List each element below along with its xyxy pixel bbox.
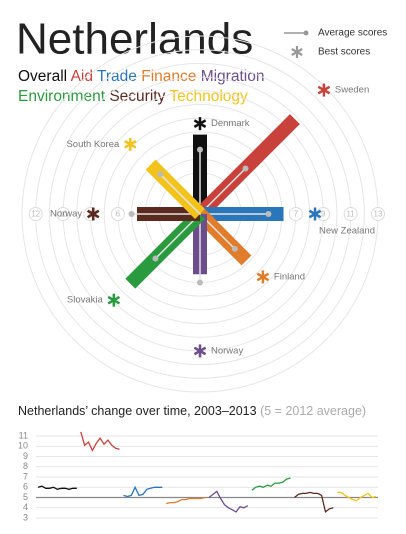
ring-label-badge [288, 207, 303, 221]
ring-label-badge [371, 207, 385, 221]
ring-label-badge [28, 207, 43, 221]
asterisk-stroke [124, 139, 137, 149]
ring-label-badge [110, 207, 125, 221]
chart-title: Netherlands [16, 15, 253, 64]
best-asterisk [317, 83, 331, 97]
legend-label: Best scores [318, 47, 370, 58]
y-tick-label: 6 [23, 482, 28, 492]
legend-label: Average scores [318, 28, 387, 39]
best-asterisk [308, 207, 322, 221]
legend-dot [303, 30, 309, 36]
series-line [294, 491, 334, 514]
ring-label: 7 [294, 210, 299, 219]
ring-label: 10 [59, 210, 68, 219]
category-legend: Overall Aid Trade Finance Migration [18, 68, 264, 85]
category-name: Overall [18, 68, 67, 85]
series-line [251, 477, 291, 491]
ring-label: 6 [116, 210, 121, 219]
category-name: Finance [141, 68, 196, 85]
line-chart-title: Netherlands’ change over time, 2003–2013… [18, 404, 366, 418]
average-line [159, 173, 201, 215]
best-country: Norway [50, 209, 82, 220]
ring-label: 12 [31, 210, 40, 219]
ring-label: 9 [321, 210, 326, 219]
subtitle-text: (5 = 2012 average) [260, 404, 366, 418]
best-asterisk [124, 137, 137, 151]
best-country: Slovakia [67, 295, 104, 306]
y-tick-label: 5 [23, 492, 28, 502]
series-line [123, 485, 163, 498]
average-dot [197, 279, 203, 286]
radial-chart: 345678910111213DenmarkSwedenNew ZealandF… [21, 35, 385, 393]
asterisk-stroke [86, 209, 100, 219]
best-country: New Zealand [319, 226, 375, 237]
best-asterisk [107, 293, 121, 307]
asterisk-stroke [308, 209, 322, 219]
y-tick-label: 10 [18, 441, 28, 451]
asterisk-stroke [193, 346, 207, 356]
y-tick-label: 11 [19, 430, 28, 440]
asterisk-stroke [107, 295, 121, 305]
average-dot [152, 255, 159, 262]
average-line [199, 167, 247, 215]
ring-label-badge [343, 207, 358, 221]
best-asterisk [86, 207, 100, 221]
best-country: Finland [274, 271, 305, 282]
best-country: South Korea [66, 139, 120, 150]
y-tick-label: 8 [23, 461, 28, 471]
title-text: Netherlands’ change over time, 2003–2013 [18, 404, 257, 418]
series-line [80, 431, 120, 452]
category-name: Technology [169, 88, 248, 105]
series-line [208, 490, 249, 513]
asterisk-stroke [193, 119, 207, 128]
average-line [154, 213, 201, 260]
average-dot [231, 245, 238, 252]
ring-label-badge [56, 207, 71, 221]
best-country: Sweden [335, 85, 369, 96]
series-line [37, 485, 77, 490]
ring-label: 11 [346, 210, 355, 219]
asterisk-stroke [317, 85, 331, 95]
y-tick-label: 9 [23, 451, 28, 461]
average-dot [197, 146, 203, 153]
y-tick-label: 4 [23, 502, 28, 512]
y-tick-label: 3 [23, 512, 28, 522]
best-asterisk [193, 344, 207, 358]
average-dot [157, 171, 164, 178]
category-name: Migration [201, 68, 265, 85]
best-asterisk [193, 117, 207, 131]
series-line [166, 496, 206, 505]
asterisk-stroke [256, 272, 270, 282]
average-dot [128, 211, 135, 217]
best-country: Norway [211, 345, 243, 356]
average-dot [242, 165, 249, 172]
category-name: Trade [97, 68, 137, 85]
ring-label: 13 [374, 210, 383, 219]
category-name: Aid [71, 68, 93, 85]
y-tick-label: 7 [23, 471, 28, 481]
category-name: Environment [18, 88, 106, 105]
category-legend: Environment Security Technology [18, 88, 248, 105]
average-dot [265, 211, 272, 217]
best-asterisk [256, 270, 270, 284]
best-country: Denmark [211, 118, 250, 129]
category-name: Security [109, 88, 165, 105]
legend-asterisk [291, 46, 303, 58]
series-line [337, 491, 377, 502]
